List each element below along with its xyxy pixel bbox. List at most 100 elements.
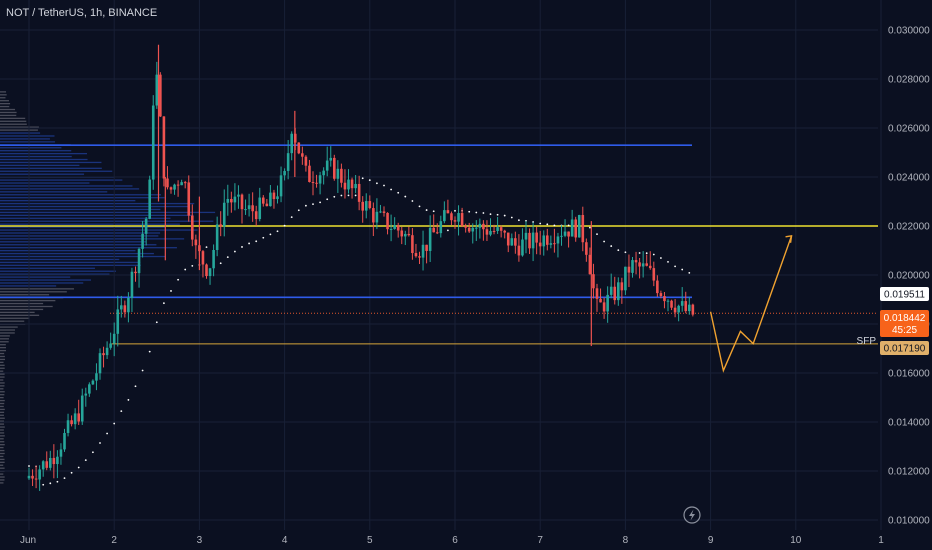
- volume-profile-bar: [0, 361, 4, 364]
- ema-dot: [326, 198, 329, 201]
- x-tick-label: 5: [367, 535, 373, 546]
- candle-body: [425, 244, 428, 251]
- candle-body: [482, 223, 485, 230]
- candle-body: [386, 212, 389, 230]
- candle-body: [396, 225, 400, 231]
- volume-profile-bar: [0, 97, 6, 99]
- candle-body: [325, 160, 329, 171]
- ema-dot: [163, 302, 165, 305]
- ema-dot: [148, 350, 151, 353]
- ema-dot: [567, 224, 570, 227]
- volume-profile-bar: [0, 261, 141, 264]
- candle-body: [38, 469, 41, 480]
- candle-body: [514, 238, 517, 246]
- candle-body: [102, 353, 105, 356]
- volume-profile-bar: [0, 238, 185, 240]
- ema-dot: [376, 182, 378, 185]
- ema-dot: [333, 195, 336, 198]
- candle-body: [183, 182, 187, 184]
- ema-dot: [667, 261, 669, 263]
- time-axis[interactable]: Jun 2 3 4 5 6 7 8 9 10 1: [20, 535, 884, 546]
- candle-body: [318, 175, 322, 184]
- ema-dot: [120, 410, 123, 413]
- candle-body: [31, 475, 34, 479]
- candle-body: [283, 170, 286, 176]
- ema-dot: [674, 265, 676, 268]
- volume-profile-bar: [0, 432, 5, 434]
- candle-body: [52, 457, 56, 465]
- volume-profile-bar: [0, 455, 4, 458]
- ema-dot: [205, 246, 208, 249]
- candle-body: [66, 420, 70, 433]
- volume-profile-bar: [0, 191, 108, 193]
- volume-profile-bar: [0, 132, 41, 134]
- candle-body: [343, 182, 347, 190]
- volume-profile-bar: [0, 341, 9, 343]
- ema-dot: [390, 188, 392, 191]
- candle-body: [620, 282, 624, 291]
- volume-profile-bar: [0, 464, 4, 466]
- volume-profile-bar: [0, 438, 4, 440]
- ema-dot: [383, 184, 385, 187]
- candle-body: [176, 184, 180, 186]
- volume-profile-bar: [0, 391, 5, 393]
- candle-body: [645, 263, 648, 266]
- candle-body: [485, 229, 489, 235]
- ema-dot: [510, 216, 513, 219]
- ema-dot: [624, 251, 627, 254]
- ema-dot: [70, 471, 73, 474]
- candle-body: [180, 182, 183, 186]
- y-tick-label: 0.012000: [888, 467, 930, 478]
- candle-body: [663, 296, 666, 302]
- candle-body: [364, 201, 368, 211]
- volume-profile-bar: [0, 311, 35, 314]
- lightning-icon[interactable]: [683, 506, 701, 524]
- candle-body: [98, 353, 102, 374]
- candle-body: [254, 211, 258, 220]
- candle-body: [450, 213, 453, 221]
- x-tick-label: 2: [111, 535, 117, 546]
- candle-body: [631, 260, 634, 273]
- ema-dot: [49, 482, 52, 485]
- countdown-tag: 45:25: [892, 325, 917, 336]
- candle-body: [421, 244, 425, 258]
- candle-body: [269, 192, 272, 207]
- volume-profile-bar: [0, 150, 72, 152]
- candle-body: [375, 211, 379, 223]
- projection-line[interactable]: [709, 235, 793, 373]
- y-tick-label: 0.016000: [888, 369, 930, 380]
- ema-dot: [92, 451, 94, 454]
- ema-dot: [276, 230, 279, 233]
- x-tick-label: 1: [878, 535, 884, 546]
- volume-profile-bar: [0, 411, 5, 413]
- candle-body: [276, 196, 279, 200]
- ema-dot: [610, 245, 613, 247]
- ema-dot: [42, 483, 45, 486]
- candle-body: [670, 300, 673, 308]
- volume-profile-bar: [0, 308, 44, 311]
- volume-profile-bar: [0, 285, 57, 287]
- candle-body: [656, 280, 659, 294]
- sfp-level-tag-bg: [880, 341, 929, 355]
- candle-body: [215, 224, 219, 250]
- volume-profile-bar: [0, 214, 194, 217]
- volume-profile-bar: [0, 347, 6, 349]
- volume-profile-bar: [0, 217, 171, 219]
- volume-profile-bar: [0, 429, 4, 431]
- volume-profile-bar: [0, 179, 123, 181]
- volume-profile-bar: [0, 458, 5, 461]
- candle-body: [418, 256, 421, 258]
- horizontal-levels[interactable]: [0, 144, 878, 345]
- volume-profile-bar: [0, 276, 71, 278]
- y-tick-label: 0.024000: [888, 173, 930, 184]
- candle-body: [244, 209, 247, 211]
- candle-body: [599, 298, 602, 303]
- volume-profile-bar: [0, 446, 4, 449]
- candle-body: [265, 203, 269, 207]
- candle-body: [553, 243, 556, 245]
- ema-dot: [56, 480, 59, 483]
- ema-dot: [418, 205, 421, 208]
- projection-path[interactable]: [709, 234, 793, 373]
- ema-dot: [489, 213, 492, 216]
